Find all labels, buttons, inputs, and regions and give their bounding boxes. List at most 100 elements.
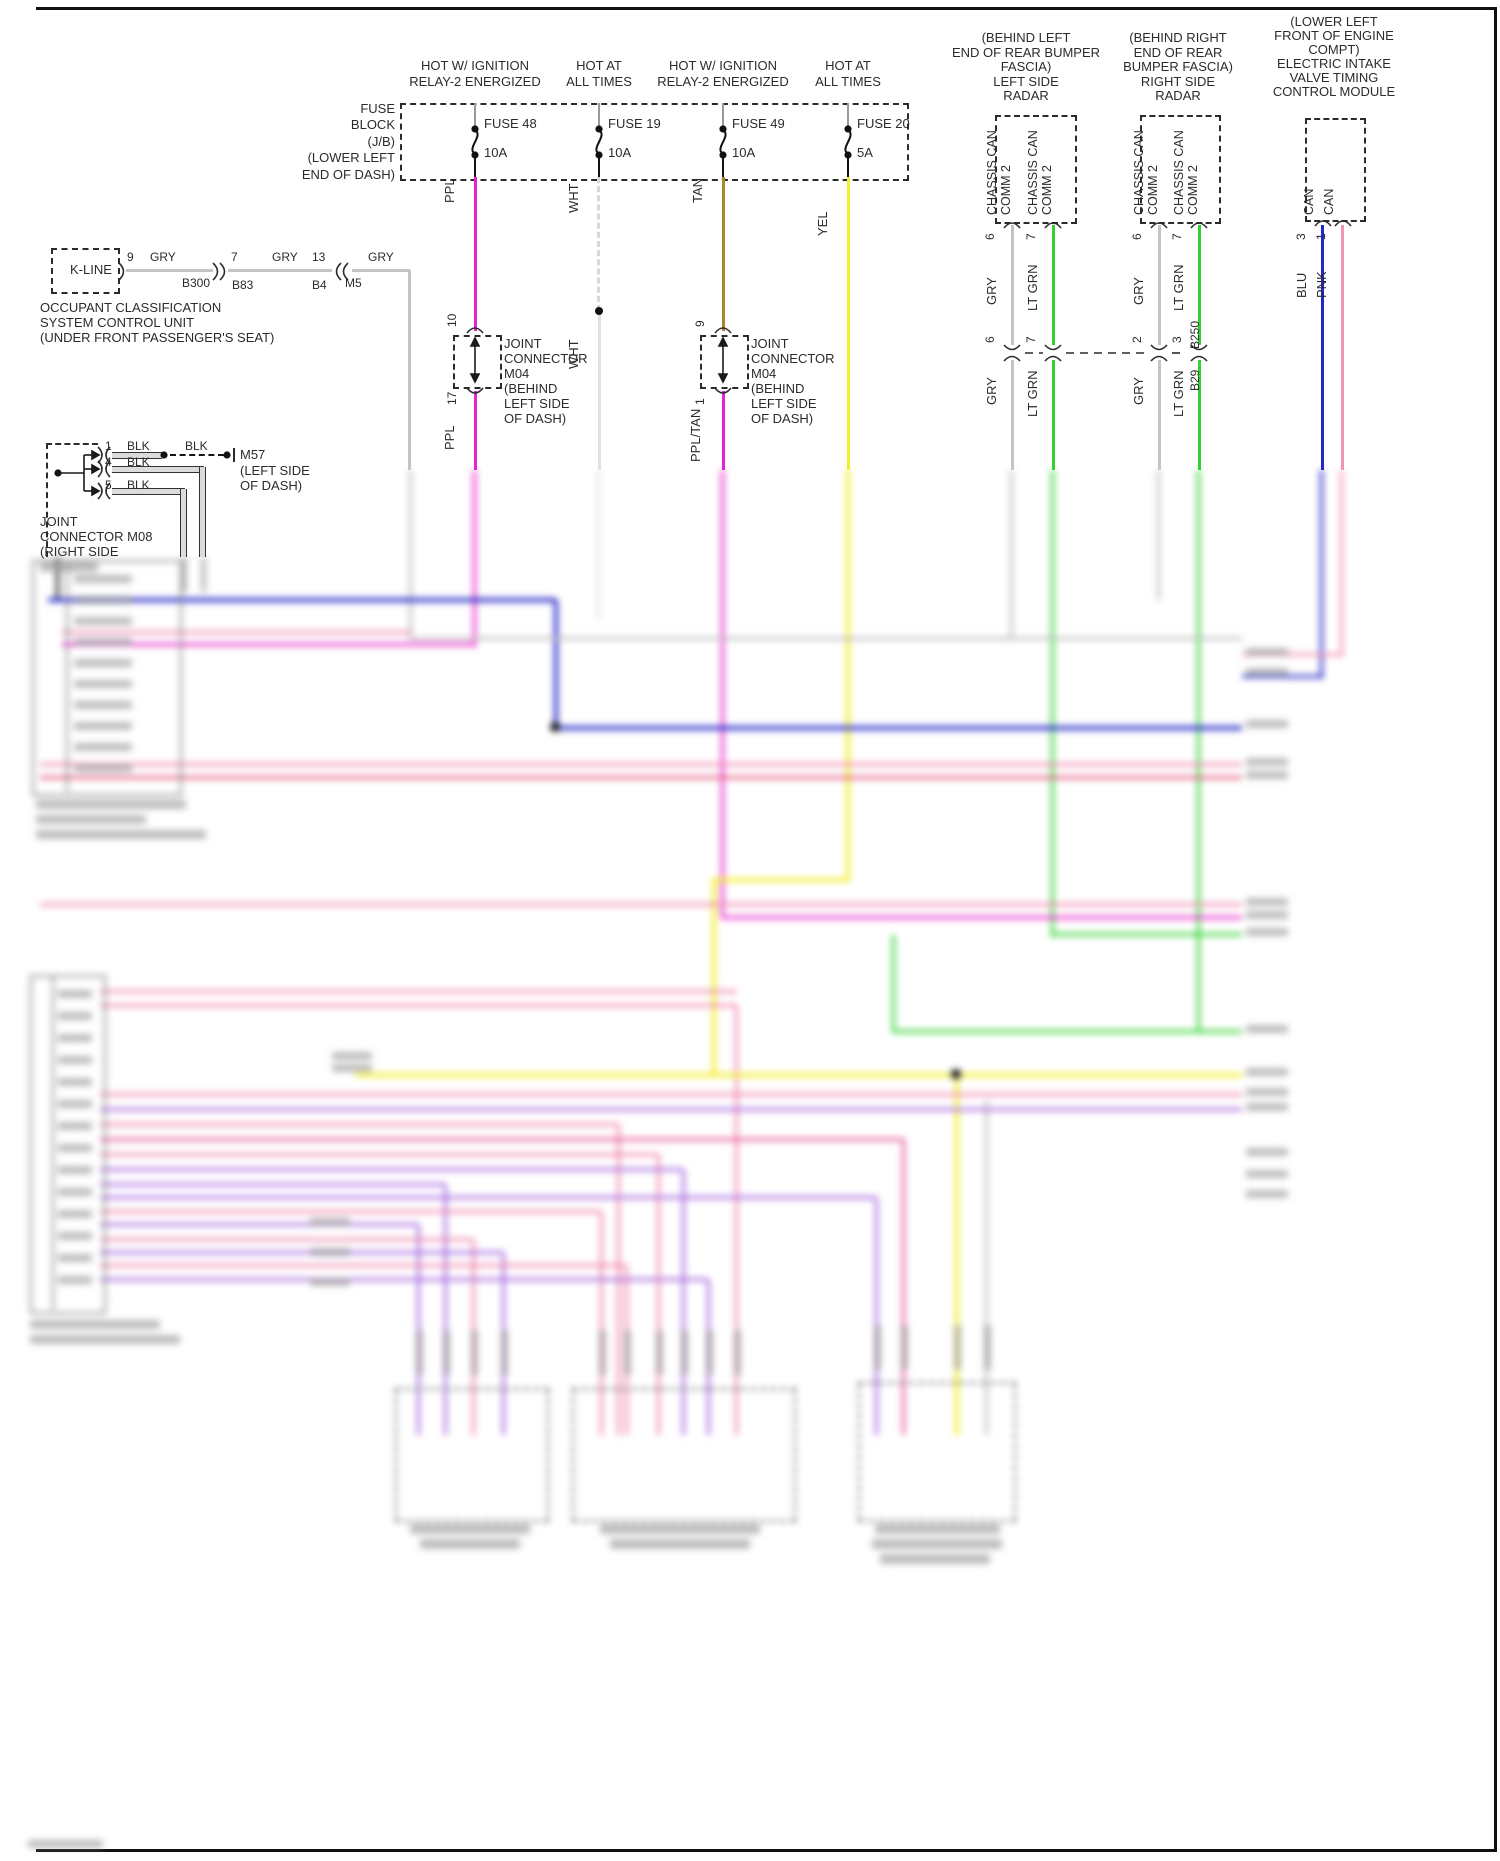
left-radar-gry-wire-lower	[1010, 360, 1014, 470]
right-radar-ltgrn-label: LT GRN	[1171, 264, 1186, 311]
blurred-wire	[32, 560, 182, 796]
wire-label-wht-upper: WHT	[566, 183, 581, 213]
blurred-text-blob	[656, 1330, 663, 1375]
blurred-text-blob	[310, 1248, 350, 1256]
right-radar-ltgrn-wire	[1197, 225, 1201, 345]
page-border-right	[1494, 7, 1497, 1852]
k-line-wire3-color: GRY	[368, 250, 394, 264]
left-radar-pin6-lower-num: 6	[983, 336, 997, 343]
fuse49-name: FUSE 49	[732, 116, 785, 131]
fuse20-rating: 5A	[857, 145, 873, 160]
blurred-wire	[48, 598, 556, 602]
blurred-wire	[1051, 470, 1054, 937]
blurred-wire	[100, 1004, 737, 1007]
blurred-wire	[100, 1093, 1242, 1096]
blurred-text-blob	[74, 722, 132, 730]
engine-module-title-line: COMPT)	[1308, 42, 1360, 57]
blurred-wire	[721, 916, 1242, 919]
m04-left-pin-top: 10	[445, 313, 459, 327]
blurred-text-blob	[1246, 1068, 1288, 1076]
engine-module-title-line: CONTROL MODULE	[1272, 84, 1396, 99]
blurred-wire	[395, 1388, 549, 1522]
blurred-wire	[1051, 933, 1242, 936]
k-line-wire-1	[126, 269, 213, 272]
blurred-wire	[712, 880, 716, 1077]
fuse-block-box	[400, 103, 909, 181]
blurred-text-blob	[58, 1166, 92, 1174]
fuse19-name: FUSE 19	[608, 116, 661, 131]
blurred-wire	[892, 935, 895, 1032]
m04-label-line: (BEHIND	[504, 381, 558, 396]
m04-label-line: LEFT SIDE	[504, 396, 570, 411]
blurred-text-blob	[1246, 898, 1288, 906]
engine-blu-wire	[1321, 225, 1324, 470]
wire-label-tan: TAN	[690, 177, 705, 203]
wire-yel	[846, 177, 850, 470]
left-radar-ltgrn-label-lower: LT GRN	[1025, 370, 1040, 417]
blurred-wire	[444, 1185, 447, 1435]
blurred-wire	[52, 975, 54, 1310]
right-radar-title: (BEHIND RIGHT END OF REAR BUMPER FASCIA)…	[1123, 30, 1233, 104]
blurred-wire	[100, 1108, 1242, 1111]
blurred-wire	[100, 1238, 473, 1241]
right-radar-gry-wire-lower	[1157, 360, 1161, 470]
k-line-pin-13: 13	[312, 250, 326, 264]
power-header-3-line1: HOT W/ IGNITION	[668, 58, 778, 73]
m08-wire-1-color: BLK	[127, 439, 150, 453]
m04-right-pin-top: 9	[693, 320, 707, 327]
blurred-wire	[902, 1140, 905, 1435]
blurred-text-blob	[1246, 1170, 1288, 1178]
fuse-block-label-line: END OF DASH)	[301, 166, 395, 182]
blurred-wire	[201, 557, 206, 592]
blurred-text-blob	[58, 990, 92, 998]
m08-pin-1: 1	[105, 439, 112, 453]
blurred-text-blob	[1246, 1148, 1288, 1156]
blurred-text-blob	[1246, 928, 1288, 936]
left-radar-pin7-label2: COMM 2	[1040, 165, 1054, 215]
blurred-text-blob	[36, 800, 186, 809]
blurred-text-blob	[332, 1064, 372, 1072]
left-radar-title: (BEHIND LEFT END OF REAR BUMPER FASCIA) …	[952, 30, 1100, 104]
power-header-2: HOT AT ALL TIMES	[566, 58, 632, 90]
blurred-wire	[735, 1006, 738, 1435]
m04-label-line: CONNECTOR	[504, 351, 588, 366]
blurred-wire	[712, 878, 848, 882]
right-radar-pin7-num: 7	[1170, 233, 1184, 240]
blurred-wire	[682, 1170, 685, 1435]
blurred-wire	[550, 722, 560, 732]
left-radar-pin6-label1: CHASSIS CAN	[985, 130, 999, 215]
wire-ppl-lower	[473, 391, 477, 470]
blurred-text-blob	[681, 1330, 688, 1375]
blurred-text-blob	[1246, 648, 1288, 656]
blurred-wire	[40, 903, 1242, 906]
blurred-text-blob	[74, 743, 132, 751]
fuse48-name: FUSE 48	[484, 116, 537, 131]
m08-splice-color: BLK	[185, 439, 208, 453]
blurred-wire	[721, 470, 724, 918]
right-radar-title-line: BUMPER FASCIA)	[1123, 59, 1233, 74]
engine-module-title-line: FRONT OF ENGINE	[1274, 28, 1394, 43]
engine-pnk-wire	[1341, 225, 1344, 470]
blurred-text-blob	[416, 1330, 423, 1375]
right-radar-pin6-label2: COMM 2	[1146, 165, 1160, 215]
m08-label: JOINT CONNECTOR M08 (RIGHT SIDE	[40, 514, 152, 559]
engine-pin-3-num: 3	[1294, 233, 1308, 240]
blurred-wire	[100, 1278, 708, 1281]
blurred-wire	[1242, 653, 1342, 656]
k-line-pin-9: 9	[127, 250, 134, 264]
blurred-text-blob	[410, 1524, 530, 1534]
blurred-wire	[600, 1212, 603, 1435]
power-header-4-line1: HOT AT	[825, 58, 871, 73]
right-radar-ltgrn-wire-lower	[1197, 360, 1201, 470]
right-radar-pin7-label2: COMM 2	[1186, 165, 1200, 215]
right-radar-title-line: RADAR	[1155, 88, 1201, 103]
blurred-text-blob	[36, 830, 206, 839]
blurred-text-blob	[471, 1330, 478, 1375]
blurred-text-blob	[443, 1330, 450, 1375]
blurred-wire	[858, 1382, 1016, 1522]
engine-pnk-label: PNK	[1314, 271, 1329, 298]
power-header-2-line2: ALL TIMES	[566, 74, 632, 89]
blurred-text-blob	[875, 1524, 1000, 1534]
blurred-text-blob	[58, 1210, 92, 1218]
